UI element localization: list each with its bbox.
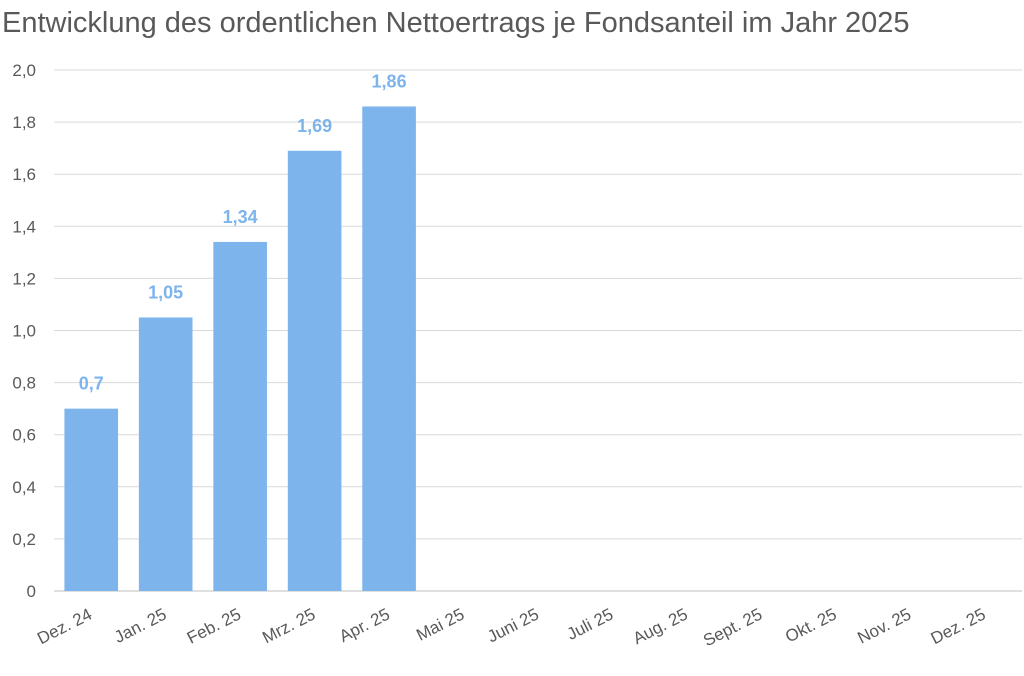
- data-label: 1,34: [223, 207, 258, 227]
- bar: [64, 408, 119, 591]
- y-tick-label: 0,2: [12, 530, 36, 549]
- y-tick-label: 0,4: [12, 478, 36, 497]
- y-tick-label: 1,2: [12, 269, 36, 288]
- y-tick-label: 2,0: [12, 61, 36, 80]
- y-tick-label: 1,0: [12, 322, 36, 341]
- y-tick-label: 0: [27, 582, 36, 601]
- y-axis-tick-labels: 0 0,2 0,4 0,6 0,8 1,0 1,2 1,4 1,6 1,8 2,0: [12, 61, 36, 601]
- x-tick-label: Apr. 25: [336, 605, 393, 646]
- data-label: 0,7: [79, 374, 104, 394]
- x-tick-label: Jan. 25: [111, 605, 169, 647]
- data-label: 1,05: [148, 282, 183, 302]
- x-tick-label: Okt. 25: [782, 605, 839, 647]
- bar: [213, 241, 267, 591]
- x-tick-label: Feb. 25: [184, 605, 244, 648]
- y-tick-label: 1,6: [12, 165, 36, 184]
- x-tick-label: Juli 25: [564, 605, 616, 644]
- bar: [138, 317, 193, 591]
- data-label: 1,69: [297, 116, 332, 136]
- x-tick-label: Dez. 24: [34, 605, 95, 649]
- x-tick-label: Juni 25: [484, 605, 541, 647]
- x-tick-label: Mrz. 25: [259, 605, 318, 648]
- y-tick-label: 1,4: [12, 217, 36, 236]
- gridlines: [54, 69, 1022, 592]
- x-tick-label: Sept. 25: [700, 605, 765, 651]
- data-label: 1,86: [372, 71, 407, 91]
- data-labels: 0,7 1,05 1,34 1,69 1,86: [79, 71, 407, 393]
- y-tick-label: 0,8: [12, 374, 36, 393]
- x-tick-label: Mai 25: [413, 605, 467, 645]
- bar: [287, 150, 342, 591]
- bars: [64, 106, 416, 591]
- y-tick-label: 0,6: [12, 426, 36, 445]
- x-tick-label: Aug. 25: [630, 605, 691, 649]
- bar: [362, 106, 416, 591]
- y-tick-label: 1,8: [12, 113, 36, 132]
- x-tick-label: Dez. 25: [928, 605, 989, 649]
- x-tick-label: Nov. 25: [854, 605, 914, 648]
- x-axis-tick-labels: Dez. 24 Jan. 25 Feb. 25 Mrz. 25 Apr. 25 Mai 2…: [34, 605, 988, 651]
- chart-title: Entwicklung des ordentlichen Nettoertrag…: [2, 7, 910, 39]
